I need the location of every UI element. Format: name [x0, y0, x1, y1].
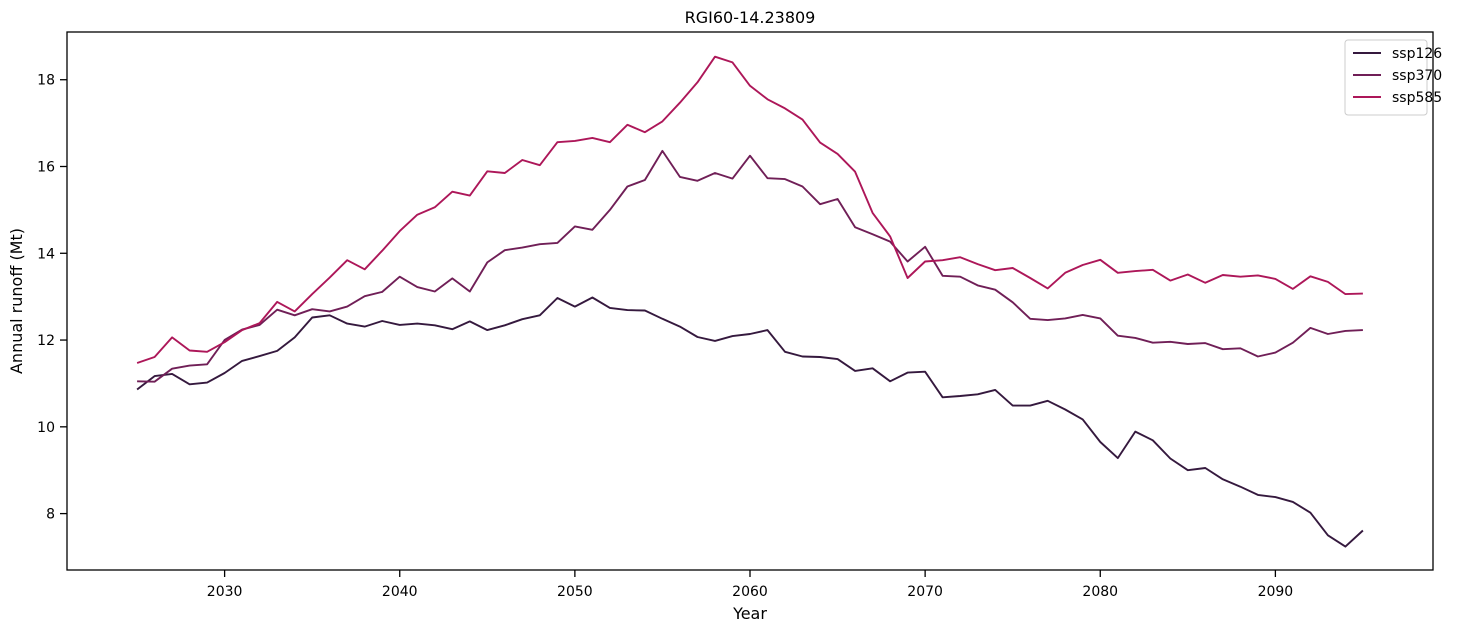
series-line-ssp370: [137, 149, 1363, 383]
x-tick-label: 2070: [907, 584, 943, 600]
y-tick-label: 18: [37, 73, 55, 89]
chart-title: RGI60-14.23809: [685, 8, 816, 27]
plot-area-frame: [66, 31, 1434, 571]
x-tick-label: 2030: [207, 584, 243, 600]
x-tick-label: 2080: [1082, 584, 1118, 600]
legend-label-ssp370: ssp370: [1392, 68, 1442, 84]
x-tick-label: 2040: [382, 584, 418, 600]
y-tick-label: 12: [37, 333, 55, 349]
y-tick-label: 10: [37, 420, 55, 436]
series-lines: [136, 55, 1364, 548]
x-tick-label: 2050: [557, 584, 593, 600]
legend: ssp126 ssp370 ssp585: [1344, 39, 1442, 116]
y-axis-label: Annual runoff (Mt): [7, 228, 26, 374]
y-axis: 8 10 12 14 16 18: [37, 73, 67, 523]
legend-label-ssp126: ssp126: [1392, 46, 1442, 62]
series-line-ssp126: [136, 296, 1364, 548]
x-tick-label: 2090: [1258, 584, 1294, 600]
x-axis-label: Year: [732, 604, 767, 623]
legend-label-ssp585: ssp585: [1392, 90, 1442, 106]
x-axis: 2030 2040 2050 2060 2070 2080 2090: [207, 570, 1293, 600]
y-tick-label: 8: [46, 507, 55, 523]
y-tick-label: 16: [37, 160, 55, 176]
x-tick-label: 2060: [732, 584, 768, 600]
y-tick-label: 14: [37, 246, 55, 262]
series-line-ssp585: [136, 55, 1363, 364]
